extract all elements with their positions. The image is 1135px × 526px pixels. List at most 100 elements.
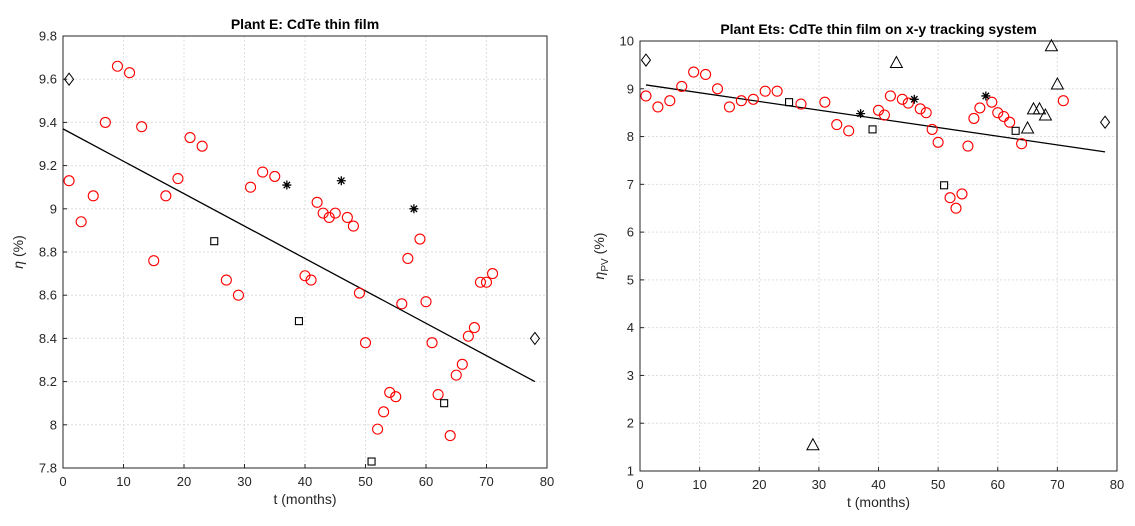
y-tick-label: 8.6	[39, 288, 57, 303]
y-axis-label: ηPV (%)	[591, 233, 611, 280]
data-point-circle	[795, 98, 807, 110]
x-tick-label: 10	[116, 474, 130, 489]
data-point-triangle	[1044, 38, 1059, 52]
data-point-circle	[317, 207, 329, 219]
data-point-circle	[914, 103, 926, 115]
y-axis-symbol: η	[10, 261, 26, 269]
data-point-circle	[390, 391, 402, 403]
y-tick-label: 8.4	[39, 331, 57, 346]
data-point-circle	[220, 274, 232, 286]
chart-plant-e: 0 10 20 30 40 50 60 70 80 7.8 8 8.2 8.4 8.6 8.8 9 9.2 9.4…	[10, 16, 554, 507]
y-tick-label: 7	[627, 177, 634, 192]
data-point-circle	[992, 107, 1004, 119]
data-point-circle	[245, 181, 257, 193]
data-point-asterisk	[409, 204, 419, 214]
x-tick-label: 30	[812, 477, 826, 492]
data-point-diamond	[63, 72, 75, 87]
data-point-circle	[378, 406, 390, 418]
data-point-square	[868, 125, 877, 134]
data-point-circle	[124, 67, 136, 79]
data-point-circle	[831, 119, 843, 131]
y-tick-label: 8.8	[39, 245, 57, 260]
x-tick-label: 60	[419, 474, 433, 489]
data-point-circle	[723, 101, 735, 113]
data-point-circle	[99, 116, 111, 128]
data-point-circle	[257, 166, 269, 178]
data-point-circle	[700, 68, 712, 80]
data-point-circle	[688, 66, 700, 78]
x-tick-label: 20	[752, 477, 766, 492]
chart-title: Plant Ets: CdTe thin film on x-y trackin…	[720, 21, 1036, 37]
data-point-circle	[462, 330, 474, 342]
data-point-circle	[384, 386, 396, 398]
data-point-circle	[111, 60, 123, 72]
data-point-circle	[486, 268, 499, 280]
data-point-circle	[944, 192, 956, 204]
x-tick-label: 0	[636, 477, 643, 492]
data-point-square	[1011, 126, 1020, 135]
data-point-circle	[432, 389, 444, 401]
y-axis-unit: (%)	[10, 235, 26, 257]
data-point-triangle	[1020, 120, 1035, 134]
data-point-circle	[402, 252, 414, 265]
x-tick-label: 60	[991, 477, 1005, 492]
plot-area	[640, 41, 1117, 471]
data-point-circle	[480, 276, 493, 288]
y-tick-label: 5	[627, 272, 634, 287]
data-point-square	[785, 98, 794, 107]
data-point-square	[210, 237, 219, 246]
data-point-triangle	[1050, 76, 1065, 90]
data-point-circle	[329, 207, 341, 219]
y-tick-label: 2	[627, 416, 634, 431]
data-point-asterisk	[909, 94, 919, 104]
data-point-triangle	[806, 437, 820, 451]
data-point-circle	[974, 102, 986, 114]
data-point-circle	[172, 173, 184, 185]
y-tick-label: 9	[627, 81, 634, 96]
data-point-circle	[711, 83, 724, 95]
y-tick-label: 9.2	[39, 158, 57, 173]
data-point-circle	[196, 140, 208, 152]
data-point-circle	[87, 190, 99, 202]
y-tick-label: 7.8	[39, 461, 57, 476]
x-tick-label: 40	[871, 477, 885, 492]
data-point-diamond	[1099, 115, 1111, 130]
x-tick-label: 20	[177, 474, 191, 489]
data-point-asterisk	[856, 109, 866, 119]
data-point-circle	[474, 276, 487, 288]
data-point-circle	[359, 337, 372, 349]
y-tick-label: 8	[627, 129, 634, 144]
data-point-circle	[468, 322, 480, 334]
data-point-circle	[63, 175, 75, 187]
y-axis-subscript: PV	[600, 258, 611, 272]
data-point-circle	[759, 85, 771, 97]
chart-plant-ets: 0 10 20 30 40 50 60 70 80 1 2 3 4 5 6 7 8 9 10 Plant Ets: C…	[591, 21, 1124, 510]
data-point-circle	[232, 289, 244, 301]
data-point-circle	[450, 369, 462, 381]
data-point-circle	[347, 220, 359, 232]
data-point-circle	[884, 90, 896, 102]
data-point-circle	[353, 287, 366, 299]
data-point-circle	[986, 96, 998, 108]
data-point-circle	[444, 430, 456, 442]
data-point-circle	[184, 131, 196, 144]
data-point-circle	[414, 233, 426, 245]
data-point-circle	[372, 423, 384, 435]
data-point-circle	[747, 93, 759, 105]
data-point-circle	[926, 123, 938, 135]
x-tick-label: 80	[1110, 477, 1124, 492]
x-tick-label: 70	[1050, 477, 1064, 492]
data-point-circle	[652, 101, 664, 113]
data-point-circle	[1004, 116, 1016, 128]
data-point-circle	[456, 358, 468, 370]
y-tick-label: 3	[627, 368, 634, 383]
data-point-square	[367, 457, 376, 466]
data-point-circle	[299, 270, 311, 282]
data-point-circle	[950, 202, 962, 214]
data-point-triangle	[1032, 101, 1047, 115]
y-axis-unit: (%)	[591, 233, 607, 255]
y-tick-label: 8	[50, 417, 57, 432]
y-axis-symbol: η	[591, 271, 607, 279]
data-point-circle	[819, 96, 831, 108]
